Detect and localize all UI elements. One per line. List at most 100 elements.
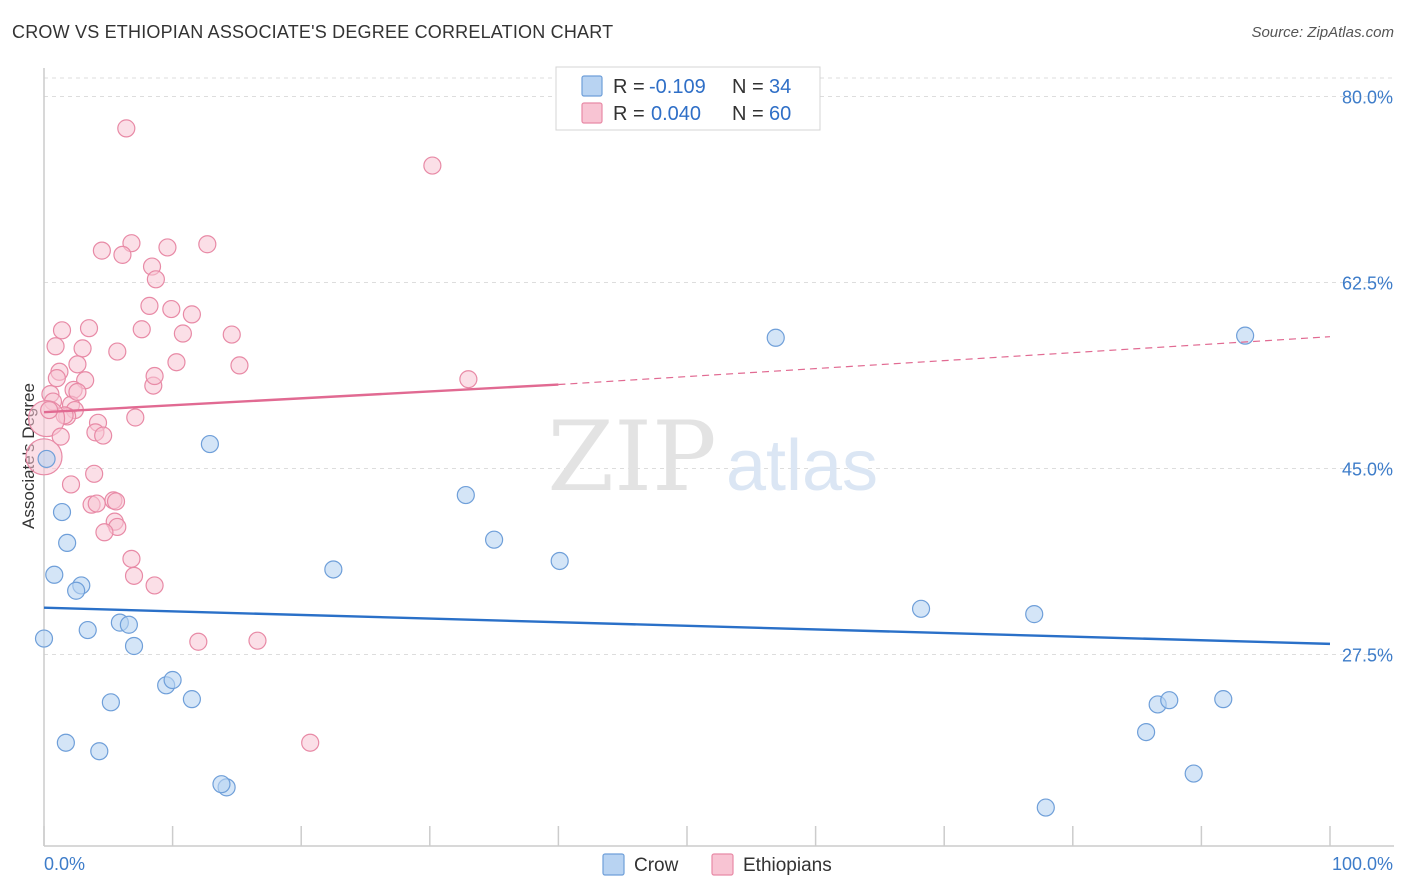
crow-point [52,502,72,522]
crow-point [550,551,569,571]
ethiopians-point [182,305,201,324]
ethiopians-point [47,369,66,388]
ethiopians-point [301,733,320,752]
ethiopians-points [25,119,478,752]
x-tick-label-end: 100.0% [1332,854,1393,874]
ethiopians-point [68,382,87,402]
ethiopians-point [145,366,164,386]
ethiopians-trendline-dashed [558,336,1331,386]
legend-r-value-crow: -0.109 [649,76,706,98]
axes [43,68,1394,847]
ethiopians-point [459,370,478,389]
stats-legend: R = -0.109 N = 34 R = 0.040 N = 60 [555,66,821,131]
ethiopians-trendline-solid [43,383,559,414]
crow-point [56,733,75,752]
crow-point [1137,722,1156,742]
crow-point [101,693,120,712]
crow-point [78,620,97,640]
legend-n-value-crow: 34 [769,76,791,98]
legend-r-label-crow: R = [613,76,645,98]
ethiopians-point [85,464,104,483]
ethiopians-point [117,119,136,138]
crow-point [45,565,64,584]
ethiopians-point [140,296,159,315]
crow-point [1214,690,1233,709]
ethiopians-point [132,320,151,339]
ethiopians-point [68,355,87,374]
ethiopians-point [222,325,241,344]
crow-point [1184,764,1203,783]
ethiopians-point [248,631,267,650]
ethiopians-point [92,241,111,260]
ethiopians-point [122,549,141,568]
ethiopians-point [423,156,442,175]
bottom-legend-swatch-crow[interactable] [602,853,625,876]
crow-points [34,326,1255,817]
y-tick-labels: 27.5% 45.0% 62.5% 80.0% [1342,88,1393,666]
crow-point [911,599,931,618]
ethiopians-point [126,408,145,427]
legend-r-label-ethiopians: R = [613,103,645,125]
ethiopians-point [46,337,65,356]
crow-point [1025,605,1044,624]
watermark: ZIP atlas [547,401,878,513]
legend-n-label-ethiopians: N = [732,103,764,125]
y-tick-label: 80.0% [1342,88,1393,108]
ethiopians-point [230,356,249,375]
ethiopians-point [124,566,144,585]
crow-point [324,560,343,579]
bottom-legend-label-ethiopians[interactable]: Ethiopians [743,855,832,876]
source-label: Source: ZipAtlas.com [1251,24,1394,41]
ethiopians-point [40,400,59,420]
y-tick-label: 45.0% [1342,460,1393,480]
crow-point [58,533,77,553]
legend-swatch-crow [581,75,603,97]
ethiopians-point [52,321,72,340]
ethiopians-point [145,576,164,595]
ethiopians-point [113,245,132,264]
crow-point [90,742,109,761]
ethiopians-point [162,299,181,319]
x-tick-labels: 0.0% 100.0% [44,854,1393,874]
crow-point [1236,326,1255,345]
y-tick-label: 62.5% [1342,274,1393,294]
ethiopians-point [146,270,165,289]
ethiopians-point [94,426,113,445]
ethiopians-point [189,632,208,651]
crow-point [485,530,504,549]
y-tick-label: 27.5% [1342,646,1393,666]
bottom-legend-swatch-ethiopians[interactable] [711,853,734,876]
ethiopians-point [73,339,92,358]
x-tick-label-start: 0.0% [44,854,85,874]
chart-title: CROW VS ETHIOPIAN ASSOCIATE'S DEGREE COR… [12,22,614,42]
ethiopians-point [158,238,177,257]
legend-n-value-ethiopians: 60 [769,103,791,125]
watermark-zip: ZIP [547,401,716,513]
crow-point [456,485,475,505]
crow-point [119,615,138,634]
crow-point [37,449,56,469]
ethiopians-point [106,492,126,511]
series-legend: Crow Ethiopians [602,853,832,876]
crow-point [200,434,219,454]
crow-point [163,670,182,690]
crow-point [182,690,201,709]
ethiopians-point [61,475,81,494]
crow-point [212,775,231,794]
crow-point [1160,691,1179,710]
crow-point [766,328,785,347]
legend-n-label-crow: N = [732,76,764,98]
crow-point [67,581,86,600]
ethiopians-point [87,494,106,513]
crow-trendline-solid [43,606,1331,646]
legend-swatch-ethiopians [581,102,603,124]
ethiopians-point [198,235,217,254]
crow-point [1036,798,1055,817]
crow-point [124,636,144,656]
ethiopians-point [79,319,99,338]
trendlines [43,336,1331,646]
ethiopians-point [108,342,127,361]
ethiopians-point [51,427,70,446]
bottom-legend-label-crow[interactable]: Crow [634,855,679,876]
